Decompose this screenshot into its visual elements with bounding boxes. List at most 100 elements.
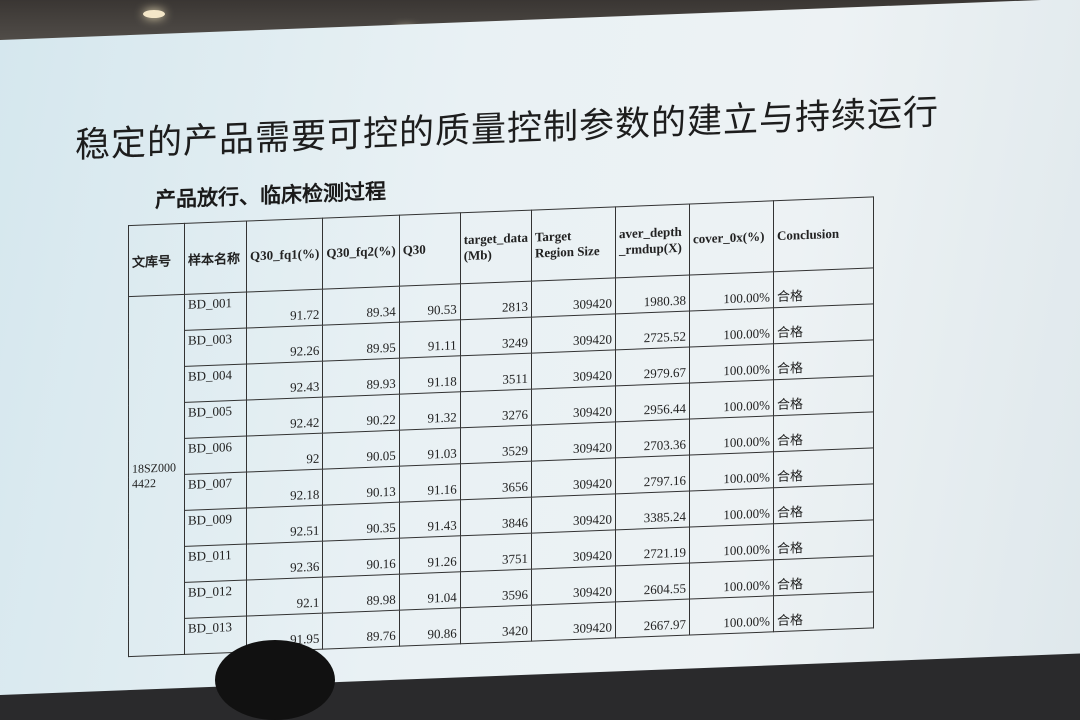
sample-name-cell: BD_007 bbox=[184, 472, 247, 511]
value-cell: 100.00% bbox=[689, 487, 774, 528]
projected-slide: 稳定的产品需要可控的质量控制参数的建立与持续运行 产品放行、临床检测过程 文库号… bbox=[0, 0, 1080, 696]
value-cell: 3249 bbox=[460, 317, 532, 356]
column-header: 样本名称 bbox=[184, 221, 247, 295]
value-cell: 309420 bbox=[531, 457, 616, 498]
value-cell: 92.42 bbox=[246, 397, 323, 437]
column-header: Q30_fq1(%) bbox=[246, 218, 323, 293]
value-cell: 100.00% bbox=[689, 559, 774, 600]
value-cell: 2721.19 bbox=[615, 527, 690, 566]
value-cell: 100.00% bbox=[689, 379, 774, 420]
sample-name-cell: BD_001 bbox=[184, 292, 247, 331]
conclusion-cell: 合格 bbox=[773, 339, 874, 380]
value-cell: 3846 bbox=[460, 497, 532, 536]
value-cell: 92.26 bbox=[246, 325, 323, 365]
value-cell: 100.00% bbox=[689, 415, 774, 456]
value-cell: 91.18 bbox=[399, 355, 461, 395]
sample-name-cell: BD_012 bbox=[184, 580, 247, 619]
value-cell: 3276 bbox=[460, 389, 532, 428]
value-cell: 309420 bbox=[531, 277, 616, 318]
value-cell: 89.76 bbox=[322, 610, 400, 650]
qc-table: 文库号 样本名称 Q30_fq1(%) Q30_fq2(%) Q30 target_dat… bbox=[128, 196, 874, 657]
value-cell: 92.43 bbox=[246, 361, 323, 401]
value-cell: 3596 bbox=[460, 569, 532, 608]
value-cell: 90.22 bbox=[322, 394, 400, 434]
value-cell: 89.98 bbox=[322, 574, 400, 614]
value-cell: 1980.38 bbox=[615, 275, 690, 314]
value-cell: 3420 bbox=[460, 605, 532, 644]
value-cell: 92.18 bbox=[246, 469, 323, 509]
value-cell: 91.72 bbox=[246, 289, 323, 329]
column-header: cover_0x(%) bbox=[689, 200, 774, 276]
sample-name-cell: BD_003 bbox=[184, 328, 247, 367]
ceiling-light bbox=[143, 10, 165, 18]
value-cell: 92.51 bbox=[246, 505, 323, 545]
value-cell: 2604.55 bbox=[615, 563, 690, 602]
value-cell: 100.00% bbox=[689, 595, 774, 636]
value-cell: 92.1 bbox=[246, 577, 323, 617]
sample-name-cell: BD_004 bbox=[184, 364, 247, 403]
value-cell: 90.53 bbox=[399, 283, 461, 323]
value-cell: 100.00% bbox=[689, 343, 774, 384]
value-cell: 92 bbox=[246, 433, 323, 473]
value-cell: 309420 bbox=[531, 349, 616, 390]
sample-name-cell: BD_006 bbox=[184, 436, 247, 475]
conclusion-cell: 合格 bbox=[773, 411, 874, 452]
conclusion-cell: 合格 bbox=[773, 447, 874, 488]
value-cell: 3656 bbox=[460, 461, 532, 500]
value-cell: 100.00% bbox=[689, 307, 774, 348]
value-cell: 309420 bbox=[531, 601, 616, 642]
slide-subtitle: 产品放行、临床检测过程 bbox=[155, 179, 386, 213]
value-cell: 309420 bbox=[531, 421, 616, 462]
conclusion-cell: 合格 bbox=[773, 555, 874, 596]
value-cell: 2667.97 bbox=[615, 599, 690, 638]
value-cell: 90.86 bbox=[399, 607, 461, 647]
conclusion-cell: 合格 bbox=[773, 483, 874, 524]
value-cell: 2979.67 bbox=[615, 347, 690, 386]
library-id-cell: 18SZ0004422 bbox=[128, 294, 185, 657]
conclusion-cell: 合格 bbox=[773, 267, 874, 308]
value-cell: 309420 bbox=[531, 313, 616, 354]
value-cell: 100.00% bbox=[689, 271, 774, 312]
value-cell: 100.00% bbox=[689, 523, 774, 564]
value-cell: 100.00% bbox=[689, 451, 774, 492]
value-cell: 89.34 bbox=[322, 286, 400, 326]
conclusion-cell: 合格 bbox=[773, 303, 874, 344]
value-cell: 90.05 bbox=[322, 430, 400, 470]
column-header: 文库号 bbox=[128, 223, 185, 297]
conclusion-cell: 合格 bbox=[773, 519, 874, 560]
value-cell: 2725.52 bbox=[615, 311, 690, 350]
value-cell: 309420 bbox=[531, 565, 616, 606]
value-cell: 90.13 bbox=[322, 466, 400, 506]
value-cell: 309420 bbox=[531, 493, 616, 534]
column-header: Target Region Size bbox=[531, 206, 616, 282]
sample-name-cell: BD_011 bbox=[184, 544, 247, 583]
value-cell: 2797.16 bbox=[615, 455, 690, 494]
value-cell: 2703.36 bbox=[615, 419, 690, 458]
value-cell: 3385.24 bbox=[615, 491, 690, 530]
value-cell: 3751 bbox=[460, 533, 532, 572]
column-header: Conclusion bbox=[773, 196, 874, 272]
value-cell: 91.04 bbox=[399, 571, 461, 611]
value-cell: 89.93 bbox=[322, 358, 400, 398]
value-cell: 90.35 bbox=[322, 502, 400, 542]
value-cell: 309420 bbox=[531, 529, 616, 570]
value-cell: 91.16 bbox=[399, 463, 461, 503]
column-header: aver_depth _rmdup(X) bbox=[615, 204, 690, 278]
audience-head bbox=[215, 640, 335, 720]
value-cell: 3529 bbox=[460, 425, 532, 464]
value-cell: 91.26 bbox=[399, 535, 461, 575]
column-header: Q30_fq2(%) bbox=[322, 215, 400, 290]
value-cell: 90.16 bbox=[322, 538, 400, 578]
value-cell: 2813 bbox=[460, 281, 532, 320]
value-cell: 91.32 bbox=[399, 391, 461, 431]
value-cell: 2956.44 bbox=[615, 383, 690, 422]
column-header: Q30 bbox=[399, 212, 461, 287]
value-cell: 309420 bbox=[531, 385, 616, 426]
column-header: target_data (Mb) bbox=[460, 210, 532, 284]
slide-title: 稳定的产品需要可控的质量控制参数的建立与持续运行 bbox=[75, 92, 940, 167]
value-cell: 92.36 bbox=[246, 541, 323, 581]
value-cell: 91.11 bbox=[399, 319, 461, 359]
value-cell: 3511 bbox=[460, 353, 532, 392]
conclusion-cell: 合格 bbox=[773, 591, 874, 632]
sample-name-cell: BD_009 bbox=[184, 508, 247, 547]
